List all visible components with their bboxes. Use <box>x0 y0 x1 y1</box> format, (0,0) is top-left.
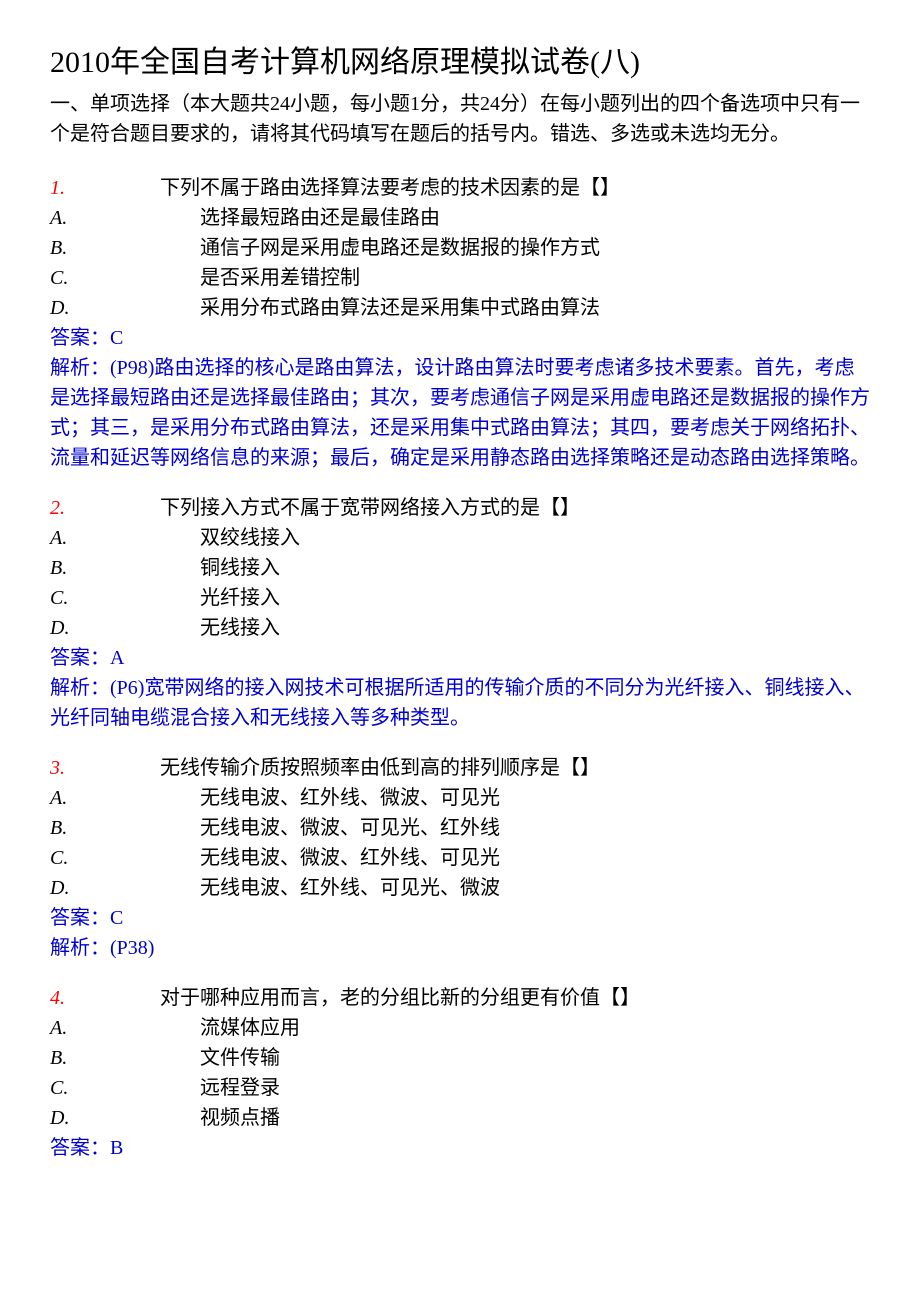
option-text: 无线电波、红外线、可见光、微波 <box>200 873 870 903</box>
option-label: D. <box>50 1103 200 1133</box>
explanation-text: 解析：(P6)宽带网络的接入网技术可根据所适用的传输介质的不同分为光纤接入、铜线… <box>50 673 870 733</box>
question-line: 1.下列不属于路由选择算法要考虑的技术因素的是【】 <box>50 173 870 203</box>
option-label: A. <box>50 203 200 233</box>
explanation-text: 解析：(P38) <box>50 933 870 963</box>
option-line: C.光纤接入 <box>50 583 870 613</box>
option-line: D.无线接入 <box>50 613 870 643</box>
page-title: 2010年全国自考计算机网络原理模拟试卷(八) <box>50 40 870 85</box>
option-line: A.流媒体应用 <box>50 1013 870 1043</box>
option-label: B. <box>50 233 200 263</box>
option-line: B.文件传输 <box>50 1043 870 1073</box>
option-line: B.无线电波、微波、可见光、红外线 <box>50 813 870 843</box>
option-text: 双绞线接入 <box>200 523 870 553</box>
option-text: 无线接入 <box>200 613 870 643</box>
option-text: 远程登录 <box>200 1073 870 1103</box>
option-line: B.铜线接入 <box>50 553 870 583</box>
option-label: C. <box>50 1073 200 1103</box>
question-line: 3.无线传输介质按照频率由低到高的排列顺序是【】 <box>50 753 870 783</box>
option-text: 视频点播 <box>200 1103 870 1133</box>
question-line: 4.对于哪种应用而言，老的分组比新的分组更有价值【】 <box>50 983 870 1013</box>
option-text: 通信子网是采用虚电路还是数据报的操作方式 <box>200 233 870 263</box>
option-text: 光纤接入 <box>200 583 870 613</box>
question-number: 4. <box>50 983 160 1013</box>
option-text: 文件传输 <box>200 1043 870 1073</box>
answer-text: 答案：B <box>50 1133 870 1163</box>
question-number: 2. <box>50 493 160 523</box>
option-text: 选择最短路由还是最佳路由 <box>200 203 870 233</box>
question-line: 2.下列接入方式不属于宽带网络接入方式的是【】 <box>50 493 870 523</box>
option-label: A. <box>50 783 200 813</box>
section-intro: 一、单项选择（本大题共24小题，每小题1分，共24分）在每小题列出的四个备选项中… <box>50 89 870 149</box>
option-line: B.通信子网是采用虚电路还是数据报的操作方式 <box>50 233 870 263</box>
option-label: B. <box>50 1043 200 1073</box>
option-text: 是否采用差错控制 <box>200 263 870 293</box>
option-line: A.无线电波、红外线、微波、可见光 <box>50 783 870 813</box>
option-label: A. <box>50 1013 200 1043</box>
option-text: 流媒体应用 <box>200 1013 870 1043</box>
question-number: 1. <box>50 173 160 203</box>
option-label: A. <box>50 523 200 553</box>
question-block: 4.对于哪种应用而言，老的分组比新的分组更有价值【】A.流媒体应用B.文件传输C… <box>50 983 870 1163</box>
question-text: 无线传输介质按照频率由低到高的排列顺序是【】 <box>160 753 870 783</box>
option-line: D.无线电波、红外线、可见光、微波 <box>50 873 870 903</box>
answer-text: 答案：A <box>50 643 870 673</box>
option-line: A.双绞线接入 <box>50 523 870 553</box>
answer-text: 答案：C <box>50 323 870 353</box>
option-line: C.无线电波、微波、红外线、可见光 <box>50 843 870 873</box>
option-text: 无线电波、微波、可见光、红外线 <box>200 813 870 843</box>
option-line: A.选择最短路由还是最佳路由 <box>50 203 870 233</box>
question-block: 3.无线传输介质按照频率由低到高的排列顺序是【】A.无线电波、红外线、微波、可见… <box>50 753 870 963</box>
option-label: C. <box>50 843 200 873</box>
option-label: D. <box>50 613 200 643</box>
answer-text: 答案：C <box>50 903 870 933</box>
question-block: 2.下列接入方式不属于宽带网络接入方式的是【】A.双绞线接入B.铜线接入C.光纤… <box>50 493 870 733</box>
question-block: 1.下列不属于路由选择算法要考虑的技术因素的是【】A.选择最短路由还是最佳路由B… <box>50 173 870 473</box>
option-label: D. <box>50 293 200 323</box>
option-line: D.采用分布式路由算法还是采用集中式路由算法 <box>50 293 870 323</box>
option-text: 无线电波、红外线、微波、可见光 <box>200 783 870 813</box>
option-label: C. <box>50 263 200 293</box>
question-text: 对于哪种应用而言，老的分组比新的分组更有价值【】 <box>160 983 870 1013</box>
questions-container: 1.下列不属于路由选择算法要考虑的技术因素的是【】A.选择最短路由还是最佳路由B… <box>50 173 870 1163</box>
option-label: C. <box>50 583 200 613</box>
option-line: C.远程登录 <box>50 1073 870 1103</box>
option-text: 采用分布式路由算法还是采用集中式路由算法 <box>200 293 870 323</box>
explanation-text: 解析：(P98)路由选择的核心是路由算法，设计路由算法时要考虑诸多技术要素。首先… <box>50 353 870 473</box>
option-text: 铜线接入 <box>200 553 870 583</box>
option-label: B. <box>50 813 200 843</box>
option-line: D.视频点播 <box>50 1103 870 1133</box>
question-text: 下列不属于路由选择算法要考虑的技术因素的是【】 <box>160 173 870 203</box>
option-label: B. <box>50 553 200 583</box>
option-label: D. <box>50 873 200 903</box>
question-number: 3. <box>50 753 160 783</box>
question-text: 下列接入方式不属于宽带网络接入方式的是【】 <box>160 493 870 523</box>
option-text: 无线电波、微波、红外线、可见光 <box>200 843 870 873</box>
option-line: C.是否采用差错控制 <box>50 263 870 293</box>
